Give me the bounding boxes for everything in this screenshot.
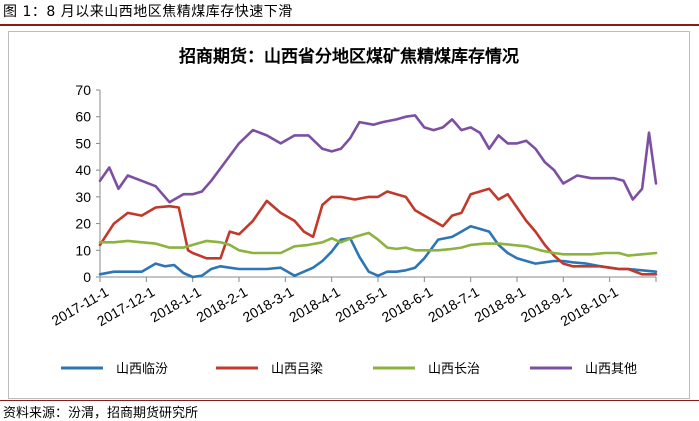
y-tick-label: 40 (75, 162, 91, 178)
y-axis: 0 10 20 30 40 50 60 70 (75, 82, 101, 285)
y-tick-label: 50 (75, 135, 91, 151)
legend-label-3: 山西长治 (428, 362, 480, 377)
x-tick-label: 2018-4-1 (286, 283, 343, 325)
legend: 山西临汾 山西吕梁 山西长治 山西其他 (61, 362, 637, 377)
y-tick-label: 70 (75, 82, 91, 98)
series-line-2 (98, 187, 658, 276)
chart-title: 招商期货：山西省分地区煤矿焦精煤库存情况 (179, 46, 519, 67)
y-tick-label: 0 (83, 269, 91, 285)
x-tick-label: 2018-3-1 (240, 283, 297, 325)
x-tick-label: 2018-2-1 (194, 283, 251, 325)
series-line-3 (98, 231, 658, 257)
x-axis: 2017-11-12017-12-12018-1-12018-2-12018-3… (49, 276, 657, 329)
y-tick-label: 10 (75, 242, 91, 258)
chart-frame: 招商期货：山西省分地区煤矿焦精煤库存情况 0 10 20 30 40 50 60 70 201… (8, 31, 690, 399)
legend-label-2: 山西吕梁 (271, 362, 323, 377)
y-tick-label: 20 (75, 216, 91, 232)
series-line-1 (98, 224, 658, 279)
series-lines (98, 114, 658, 279)
y-tick-label: 30 (75, 189, 91, 205)
source-note: 资料来源：汾渭，招商期货研究所 (3, 406, 199, 421)
top-divider (0, 24, 699, 26)
bottom-divider (0, 400, 699, 401)
legend-label-1: 山西临汾 (116, 362, 168, 377)
legend-label-4: 山西其他 (585, 362, 637, 377)
x-tick-label: 2018-1-1 (147, 283, 204, 325)
x-tick-label: 2018-5-1 (333, 283, 390, 325)
figure-caption: 图 1：8 月以来山西地区焦精煤库存快速下滑 (3, 4, 293, 20)
x-tick-label: 2018-6-1 (379, 283, 436, 325)
x-tick-label: 2018-7-1 (425, 283, 482, 325)
y-tick-label: 60 (75, 109, 91, 125)
x-tick-label: 2018-8-1 (472, 283, 529, 325)
series-line-4 (98, 114, 658, 204)
chart-svg: 招商期货：山西省分地区煤矿焦精煤库存情况 0 10 20 30 40 50 60 70 201… (49, 46, 658, 377)
